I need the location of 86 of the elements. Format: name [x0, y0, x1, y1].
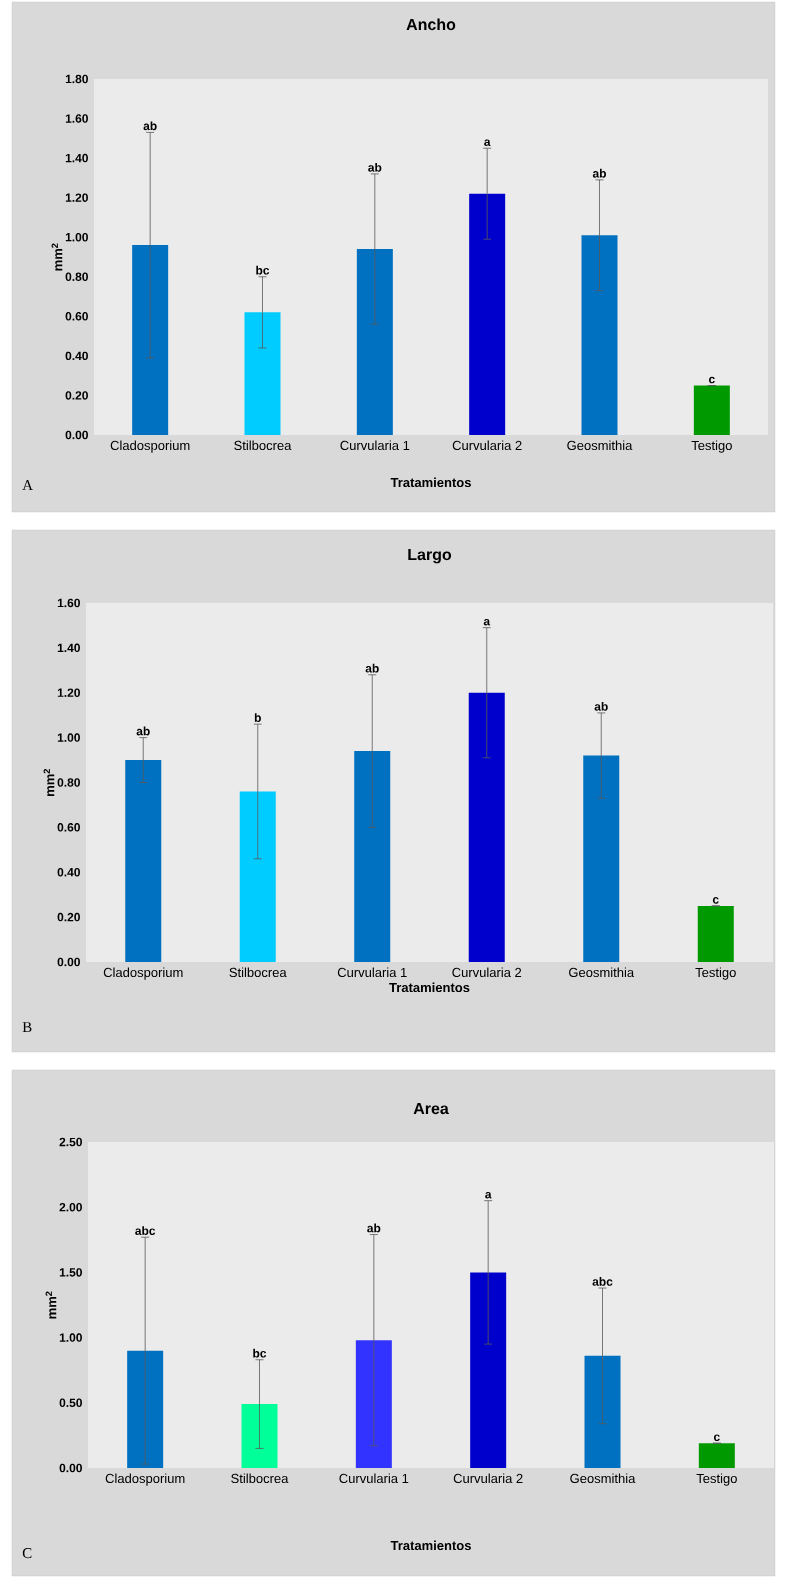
y-tick-label: 1.60 — [57, 598, 80, 608]
annotation: c — [708, 376, 715, 384]
chart-title: Area — [413, 1102, 449, 1115]
bar — [698, 1443, 735, 1468]
bar — [239, 791, 276, 962]
chart-title: Largo — [408, 548, 452, 564]
annotation: abc — [135, 1226, 156, 1235]
annotation: ab — [143, 121, 157, 131]
bar — [468, 692, 505, 962]
y-axis-title: mm$^{2}$ — [43, 769, 55, 796]
y-tick-label: 0.20 — [65, 391, 88, 400]
text: C — [22, 1548, 32, 1559]
y-tick-label: 1.00 — [59, 1333, 82, 1342]
bar — [356, 249, 393, 435]
x-tick-label: Stilbocrea — [231, 1473, 289, 1484]
annotation: a — [485, 1191, 492, 1199]
bar — [244, 312, 281, 435]
bar — [125, 760, 162, 962]
x-axis-title: Tratamientos — [390, 477, 471, 488]
y-tick-label: 0.40 — [65, 351, 88, 361]
x-tick-label: Geosmithia — [567, 440, 633, 451]
annotation: bc — [253, 1348, 267, 1358]
annotation: c — [712, 897, 719, 904]
bar — [583, 755, 620, 962]
bar — [470, 1272, 507, 1468]
y-tick-label: 0.00 — [57, 957, 80, 967]
y-tick-label: 1.40 — [65, 153, 88, 163]
x-tick-label: Curvularia 1 — [339, 1473, 409, 1484]
y-tick-label: 0.60 — [57, 823, 80, 832]
y-tick-label: 1.00 — [57, 733, 80, 742]
bar — [354, 751, 391, 962]
y-tick-label: 0.40 — [57, 868, 80, 877]
chart-title: Ancho — [406, 18, 456, 31]
bar — [581, 235, 618, 435]
x-tick-label: Testigo — [691, 440, 732, 453]
x-tick-label: Stilbocrea — [234, 440, 292, 451]
annotation: abc — [592, 1277, 613, 1286]
x-axis-title: Tratamientos — [390, 1540, 471, 1551]
y-tick-label: 0.00 — [59, 1463, 82, 1473]
annotation: b — [254, 713, 261, 722]
y-tick-label: 1.20 — [65, 193, 88, 202]
y-tick-label: 0.50 — [59, 1398, 82, 1408]
x-tick-label: Curvularia 2 — [452, 440, 522, 451]
bar — [469, 193, 506, 435]
x-tick-label: Curvularia 2 — [452, 967, 522, 978]
x-tick-label: Curvularia 2 — [453, 1473, 523, 1484]
x-tick-label: Geosmithia — [570, 1473, 636, 1484]
x-tick-label: Testigo — [696, 1473, 737, 1486]
y-tick-label: 1.50 — [59, 1268, 82, 1277]
annotation: a — [483, 618, 491, 626]
annotation: ab — [594, 701, 608, 711]
annotation: bc — [256, 265, 270, 275]
y-tick-label: 1.20 — [57, 688, 80, 697]
y-tick-label: 0.80 — [57, 778, 80, 787]
y-tick-label: 1.80 — [65, 74, 88, 84]
y-tick-label: 0.20 — [57, 912, 80, 922]
y-axis-title: mm$^{2}$ — [51, 243, 63, 271]
annotation: c — [713, 1434, 720, 1442]
annotation: ab — [136, 726, 150, 736]
y-tick-label: 0.00 — [65, 430, 88, 440]
x-tick-label: Cladosporium — [105, 1473, 185, 1486]
y-tick-label: 2.00 — [59, 1202, 82, 1212]
text: A — [22, 480, 33, 490]
y-axis-title: mm$^{2}$ — [45, 1291, 57, 1319]
x-axis-title: Tratamientos — [389, 982, 470, 993]
bar — [697, 905, 734, 962]
x-tick-label: Curvularia 1 — [340, 440, 410, 451]
x-tick-label: Curvularia 1 — [337, 967, 407, 978]
x-tick-label: Testigo — [695, 967, 736, 980]
annotation: ab — [367, 1223, 381, 1233]
y-tick-label: 0.80 — [65, 272, 88, 281]
annotation: ab — [592, 168, 607, 178]
annotation: ab — [365, 663, 379, 673]
y-tick-label: 2.50 — [59, 1137, 82, 1147]
annotation: ab — [368, 162, 382, 172]
x-tick-label: Geosmithia — [569, 967, 635, 978]
annotation: a — [484, 139, 491, 146]
x-tick-label: Stilbocrea — [229, 967, 287, 978]
x-tick-label: Cladosporium — [110, 440, 190, 453]
text: B — [22, 1022, 32, 1033]
y-tick-label: 1.40 — [57, 643, 80, 653]
y-tick-label: 0.60 — [65, 312, 88, 321]
y-tick-label: 1.00 — [65, 232, 88, 242]
bar — [693, 385, 730, 435]
x-tick-label: Cladosporium — [103, 967, 183, 980]
y-tick-label: 1.60 — [65, 114, 88, 123]
